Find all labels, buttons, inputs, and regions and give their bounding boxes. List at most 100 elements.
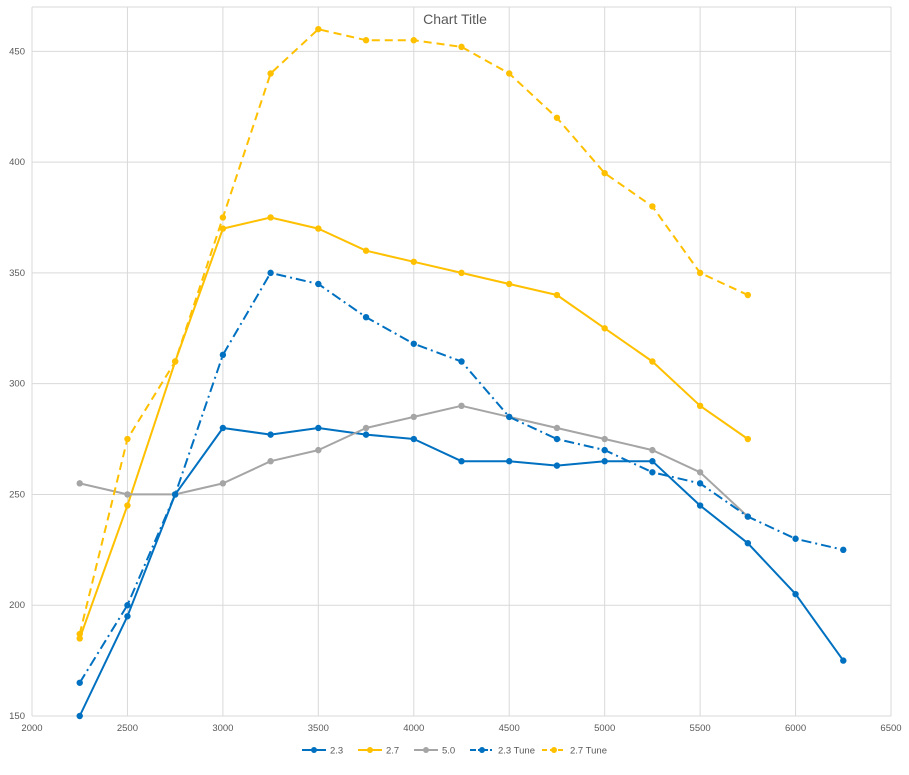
legend-label: 2.3 Tune: [498, 746, 535, 757]
legend-swatch-marker: [551, 747, 557, 753]
data-point: [315, 25, 322, 33]
data-point: [553, 424, 561, 432]
data-point: [362, 247, 370, 254]
data-point: [553, 114, 561, 121]
data-point: [171, 491, 179, 498]
data-point: [267, 269, 274, 277]
data-point: [76, 635, 83, 642]
legend-item: 2.7: [358, 746, 399, 757]
legend-label: 2.7 Tune: [570, 746, 607, 757]
data-point: [76, 630, 83, 638]
data-point: [840, 546, 847, 554]
legend-swatch-marker: [423, 747, 429, 753]
data-point: [219, 351, 227, 359]
series-2-7: [76, 214, 752, 642]
data-point: [458, 43, 465, 51]
data-point: [553, 291, 561, 299]
data-point: [601, 169, 608, 177]
y-tick-label: 300: [9, 379, 25, 390]
data-point: [171, 358, 179, 365]
data-point: [506, 70, 513, 77]
data-point: [601, 435, 608, 443]
data-point: [124, 435, 131, 443]
data-point: [362, 431, 370, 438]
data-point: [458, 402, 465, 410]
x-tick-label: 3000: [212, 723, 233, 734]
x-tick-label: 6500: [880, 723, 901, 734]
data-point: [410, 435, 417, 443]
y-tick-label: 400: [9, 157, 25, 168]
data-point: [840, 657, 847, 664]
data-point: [362, 37, 370, 44]
data-point: [696, 480, 704, 487]
data-point: [76, 480, 83, 487]
series-line: [78, 427, 845, 717]
legend-item: 2.7 Tune: [542, 746, 607, 757]
data-point: [553, 462, 561, 469]
data-point: [124, 491, 131, 498]
legend-item: 5.0: [414, 746, 455, 757]
chart-title: Chart Title: [423, 11, 487, 27]
data-point: [410, 37, 417, 44]
data-point: [267, 70, 274, 77]
series-lines: [76, 25, 847, 720]
data-point: [649, 469, 656, 476]
data-point: [315, 424, 322, 432]
data-point: [506, 413, 513, 421]
legend-label: 5.0: [442, 746, 455, 757]
x-tick-label: 3500: [308, 723, 329, 734]
data-point: [219, 424, 227, 432]
data-point: [649, 458, 656, 465]
legend-item: 2.3: [302, 746, 343, 757]
data-point: [410, 413, 417, 421]
data-point: [744, 291, 752, 299]
data-point: [410, 258, 417, 265]
grid: [31, 6, 892, 717]
data-point: [506, 280, 513, 288]
data-point: [124, 502, 131, 509]
x-tick-label: 2000: [21, 723, 42, 734]
data-point: [76, 679, 83, 686]
series-line: [78, 271, 844, 684]
data-point: [601, 458, 608, 465]
data-point: [458, 458, 465, 465]
data-point: [649, 358, 656, 365]
data-point: [696, 269, 704, 277]
data-point: [744, 513, 752, 520]
data-point: [792, 535, 799, 542]
data-point: [458, 269, 465, 277]
data-point: [219, 214, 227, 221]
series-2-7-tune: [76, 25, 752, 638]
x-tick-label: 6000: [785, 723, 806, 734]
legend-swatch-marker: [479, 747, 485, 753]
data-point: [744, 435, 752, 443]
legend: 2.3 2.7 5.0 2.3 Tune 2.7 Tune: [302, 746, 607, 757]
y-tick-label: 250: [9, 489, 25, 500]
data-point: [315, 446, 322, 454]
x-tick-label: 4000: [403, 723, 424, 734]
x-tick-label: 2500: [117, 723, 138, 734]
data-point: [410, 340, 417, 347]
y-tick-label: 200: [9, 600, 25, 611]
data-point: [76, 712, 83, 720]
data-point: [362, 313, 370, 321]
legend-item: 2.3 Tune: [470, 746, 535, 757]
x-tick-label: 5500: [690, 723, 711, 734]
x-tick-label: 4500: [499, 723, 520, 734]
y-tick-label: 450: [9, 46, 25, 57]
data-point: [267, 458, 274, 465]
legend-swatch-marker: [311, 747, 317, 753]
data-point: [696, 502, 704, 509]
data-point: [792, 590, 799, 598]
series-2-3-tune: [76, 269, 847, 686]
data-point: [649, 446, 656, 454]
data-point: [219, 225, 227, 232]
data-point: [267, 431, 274, 438]
legend-label: 2.7: [386, 746, 399, 757]
legend-label: 2.3: [330, 746, 343, 757]
series-2-3: [76, 424, 847, 720]
data-point: [553, 435, 561, 443]
data-point: [315, 280, 322, 288]
y-tick-label: 150: [9, 711, 25, 722]
